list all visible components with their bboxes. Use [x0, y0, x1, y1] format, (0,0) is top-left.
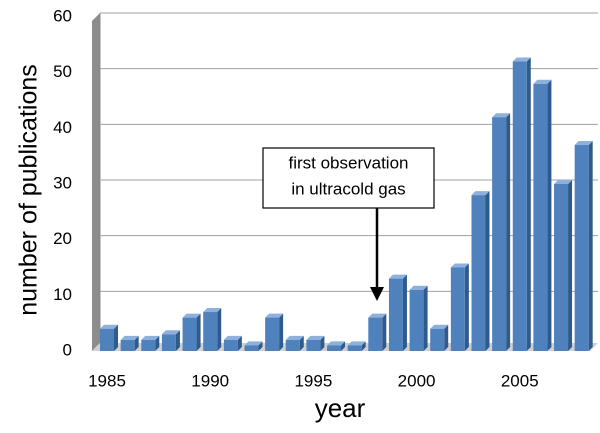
bar-top [368, 313, 387, 318]
bar-side [134, 335, 139, 351]
bar-top [120, 335, 139, 340]
bar-side [175, 330, 180, 351]
bar-side [217, 308, 222, 351]
bar-top [554, 180, 573, 184]
bar [223, 339, 238, 351]
y-tick-label: 0 [63, 340, 72, 359]
bar [306, 339, 321, 351]
bar-side [258, 341, 263, 351]
y-axis-label: number of publications [15, 64, 43, 316]
bar-top [203, 308, 222, 313]
bar [574, 145, 589, 351]
y-tick-label: 50 [53, 62, 72, 81]
bar-side [485, 191, 490, 351]
bar-side [547, 79, 552, 352]
bar [120, 339, 135, 351]
bar-top [574, 141, 593, 146]
bar-side [114, 324, 119, 351]
bar-side [568, 180, 573, 351]
x-tick-label: 1990 [191, 371, 229, 390]
bar-side [402, 274, 407, 351]
x-tick-label: 2000 [398, 371, 436, 390]
bar-top [244, 341, 263, 346]
y-tick-label: 40 [53, 118, 72, 137]
bar [141, 339, 156, 351]
annotation-box [262, 147, 435, 209]
bar-side [444, 324, 449, 351]
y-tick-label: 30 [53, 173, 72, 192]
y-tick-label: 20 [53, 229, 72, 248]
bar-top [471, 191, 490, 196]
x-axis-label: year [315, 393, 366, 423]
bar-side [464, 263, 469, 351]
annotation-arrowhead [370, 287, 384, 301]
bar-side [588, 141, 593, 351]
bar-side [526, 57, 531, 352]
bar-top [141, 335, 160, 340]
bar-top [223, 335, 242, 340]
bar-top [285, 335, 304, 340]
bar [471, 195, 486, 351]
bar-top [182, 313, 201, 318]
bar-side [382, 313, 387, 351]
annotation-text: in ultracold gas [291, 179, 405, 198]
bar [554, 184, 569, 351]
bar-side [196, 313, 201, 351]
bar-side [361, 341, 366, 351]
bar-top [450, 263, 469, 268]
bar [244, 345, 259, 351]
bar-top [388, 274, 407, 279]
bar-side [155, 335, 160, 351]
bar [203, 312, 218, 351]
bar [492, 117, 507, 351]
bar-top [430, 324, 449, 329]
bar [512, 61, 527, 352]
bar-top [347, 341, 366, 346]
x-tick-label: 1995 [294, 371, 332, 390]
bar [388, 278, 403, 351]
bar-side [279, 313, 284, 351]
bar [285, 339, 300, 351]
bar [265, 317, 280, 351]
annotation-text: first observation [289, 153, 409, 172]
bar [182, 317, 197, 351]
bar-top [161, 330, 180, 335]
bar [327, 345, 342, 351]
bar-side [299, 335, 304, 351]
x-tick-label: 1985 [88, 371, 126, 390]
bar-side [423, 285, 428, 351]
x-tick-label: 2005 [501, 371, 539, 390]
bar-side [320, 335, 325, 351]
bar [533, 83, 548, 352]
y-tick-label: 10 [53, 285, 72, 304]
bar-top [100, 324, 119, 329]
side-wall [92, 13, 100, 351]
bar-side [237, 335, 242, 351]
bar-top [512, 57, 531, 62]
bar-top [306, 335, 325, 340]
bar [368, 317, 383, 351]
bar [409, 289, 424, 351]
bar [100, 328, 115, 351]
bar [450, 267, 465, 351]
bar-top [327, 341, 346, 346]
bar-top [492, 113, 511, 118]
bar-side [341, 341, 346, 351]
bar-side [506, 113, 511, 351]
bar-top [409, 285, 428, 290]
bar [430, 328, 445, 351]
bar [161, 334, 176, 351]
y-tick-label: 60 [53, 6, 72, 25]
bar-top [533, 79, 552, 84]
bar-top [265, 313, 284, 318]
bar [347, 345, 362, 351]
